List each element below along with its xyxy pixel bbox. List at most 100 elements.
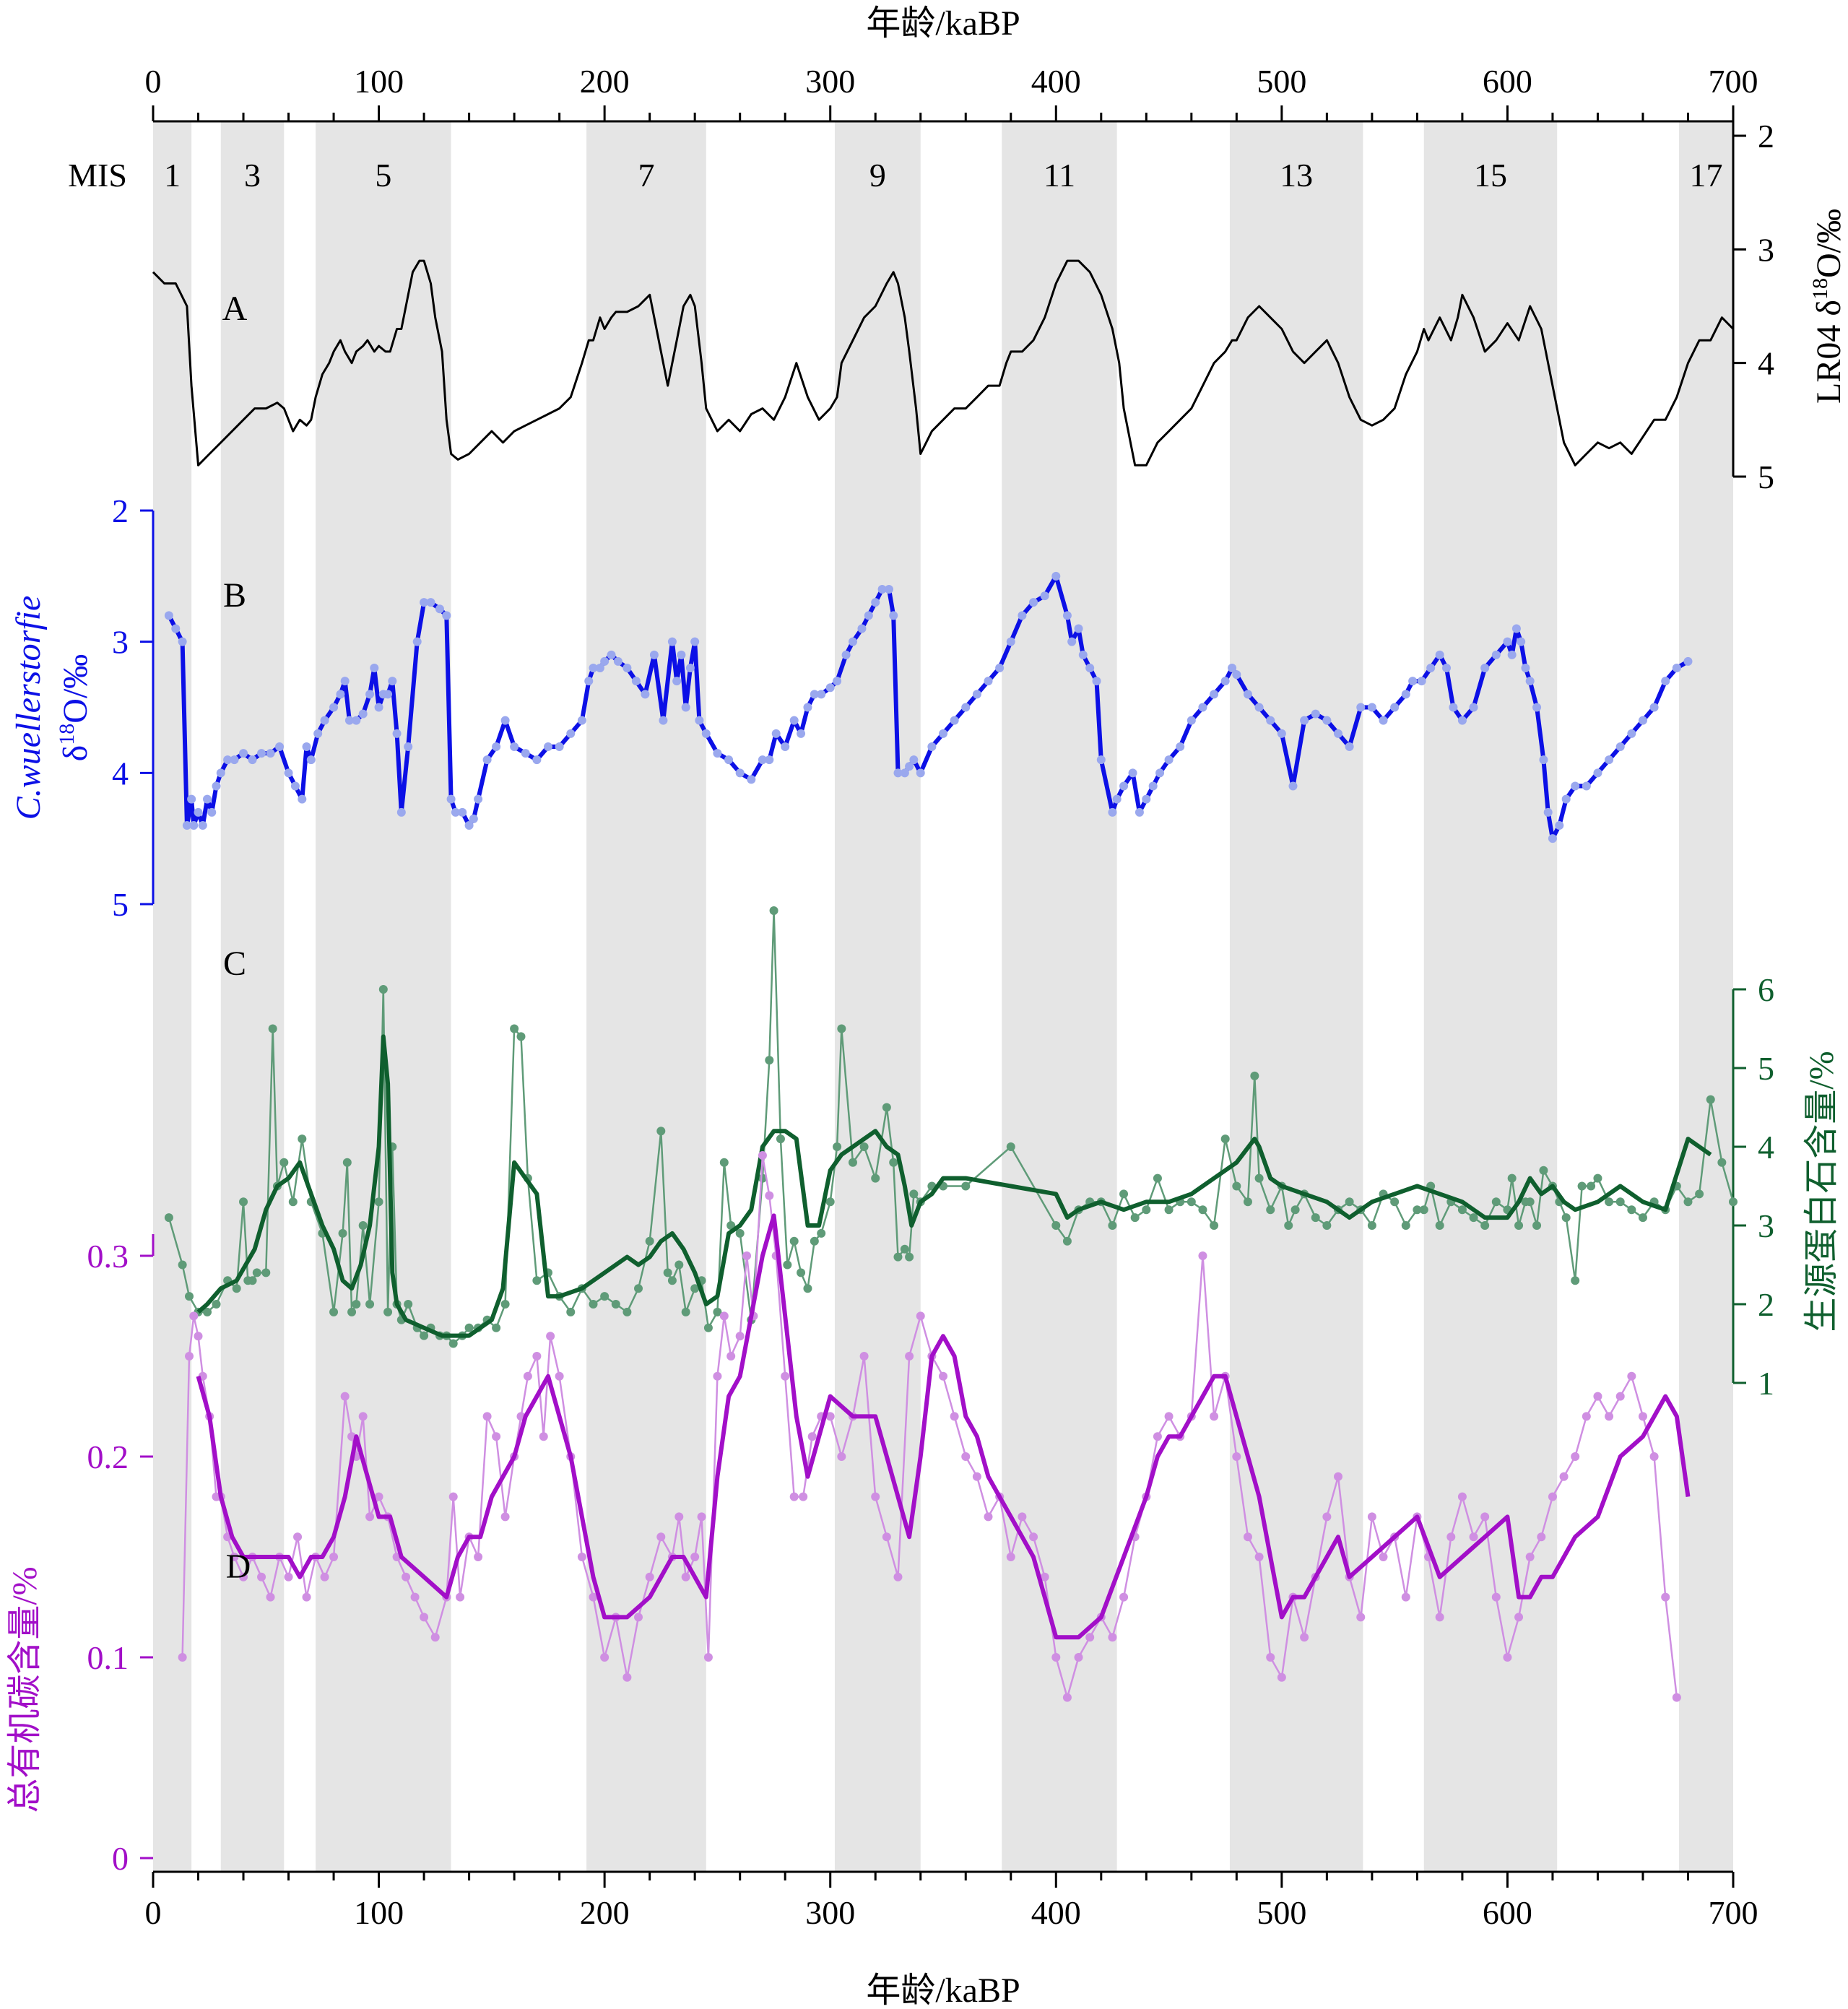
series-point-D <box>1356 1613 1366 1622</box>
series-point-B <box>1322 716 1332 725</box>
series-point-C <box>797 1268 806 1277</box>
series-point-D <box>1198 1251 1207 1260</box>
series-point-B <box>344 716 354 725</box>
series-point-C <box>203 1307 212 1316</box>
series-point-B <box>1018 611 1027 620</box>
series-point-B <box>469 814 478 823</box>
series-point-C <box>1006 1142 1015 1151</box>
series-point-C <box>248 1276 257 1285</box>
series-point-B <box>600 656 610 666</box>
series-point-B <box>1367 703 1376 712</box>
series-point-C <box>1401 1221 1410 1230</box>
x-tick-label-bottom: 200 <box>580 1894 630 1931</box>
series-point-B <box>1661 677 1670 686</box>
series-point-C <box>961 1181 971 1191</box>
series-point-C <box>1198 1205 1207 1215</box>
y-tick-label-C: 6 <box>1758 971 1774 1008</box>
series-point-D <box>825 1412 835 1421</box>
series-point-D <box>984 1512 993 1522</box>
y-tick-label-D: 0.2 <box>87 1439 129 1475</box>
series-point-C <box>622 1307 632 1316</box>
series-point-C <box>905 1252 914 1262</box>
mis-label-11: 11 <box>1044 157 1075 194</box>
series-point-C <box>268 1024 277 1033</box>
series-point-B <box>577 716 586 725</box>
series-point-D <box>329 1553 339 1561</box>
series-point-C <box>232 1284 241 1293</box>
series-point-D <box>742 1251 752 1260</box>
series-point-C <box>1345 1197 1354 1207</box>
series-point-D <box>1582 1412 1591 1421</box>
series-point-D <box>726 1352 736 1361</box>
series-point-C <box>492 1323 501 1332</box>
series-point-B <box>194 807 203 817</box>
series-point-C <box>347 1307 357 1316</box>
series-point-B <box>1142 794 1151 804</box>
series-point-B <box>848 637 857 646</box>
series-point-B <box>412 637 422 646</box>
series-point-C <box>871 1173 880 1183</box>
series-point-B <box>1503 637 1512 646</box>
series-point-C <box>1153 1173 1162 1183</box>
series-point-B <box>458 807 467 817</box>
series-point-B <box>290 781 300 791</box>
series-point-D <box>905 1352 914 1361</box>
series-point-B <box>313 729 323 738</box>
series-point-C <box>1525 1197 1535 1207</box>
series-point-B <box>1112 794 1122 804</box>
series-point-C <box>1367 1221 1376 1230</box>
series-point-C <box>288 1197 298 1207</box>
series-point-C <box>713 1307 722 1316</box>
series-point-B <box>1491 650 1501 659</box>
series-point-C <box>532 1276 542 1285</box>
series-point-D <box>1029 1532 1038 1542</box>
series-point-D <box>1119 1592 1129 1602</box>
series-point-C <box>383 1307 393 1316</box>
series-point-B <box>1571 781 1580 791</box>
series-point-D <box>1649 1452 1659 1461</box>
x-tick-label-top: 0 <box>145 63 162 100</box>
series-point-B <box>392 729 402 738</box>
y-tick-label-A: 3 <box>1758 231 1774 268</box>
series-point-C <box>1130 1213 1140 1223</box>
mis-label-9: 9 <box>869 157 886 194</box>
series-point-D <box>420 1613 429 1622</box>
series-point-C <box>848 1158 857 1167</box>
series-point-B <box>584 677 594 686</box>
series-point-B <box>1096 755 1106 765</box>
series-point-C <box>1571 1276 1580 1285</box>
series-point-D <box>1367 1512 1376 1522</box>
series-point-C <box>1266 1205 1275 1215</box>
series-point-B <box>1615 742 1625 751</box>
series-point-B <box>544 742 552 751</box>
series-point-C <box>667 1276 677 1285</box>
series-point-B <box>212 781 221 791</box>
series-point-C <box>1514 1221 1524 1230</box>
series-point-C <box>589 1300 598 1309</box>
series-point-B <box>1435 650 1444 659</box>
series-point-B <box>1442 664 1452 672</box>
x-tick-label-top: 300 <box>805 63 855 100</box>
series-point-B <box>1449 703 1458 712</box>
series-point-B <box>532 755 542 765</box>
series-point-D <box>185 1352 194 1361</box>
series-point-C <box>1717 1158 1727 1167</box>
series-point-D <box>1593 1392 1602 1401</box>
series-point-B <box>1401 690 1410 699</box>
series-point-D <box>1514 1613 1524 1622</box>
series-point-B <box>500 716 510 725</box>
y-tick-label-A: 5 <box>1758 459 1774 495</box>
series-point-B <box>1345 742 1354 751</box>
series-point-C <box>817 1228 826 1238</box>
y-axis-title-C: 生源蛋白石含量/% <box>1803 1051 1841 1332</box>
series-point-B <box>1507 650 1517 659</box>
mis-label-5: 5 <box>375 157 391 194</box>
series-point-D <box>448 1492 458 1501</box>
series-point-D <box>589 1592 598 1602</box>
series-point-B <box>1220 677 1230 686</box>
series-point-C <box>769 906 778 915</box>
series-point-D <box>758 1151 767 1160</box>
series-point-C <box>420 1331 429 1340</box>
series-point-C <box>464 1323 474 1332</box>
series-point-C <box>663 1268 672 1277</box>
